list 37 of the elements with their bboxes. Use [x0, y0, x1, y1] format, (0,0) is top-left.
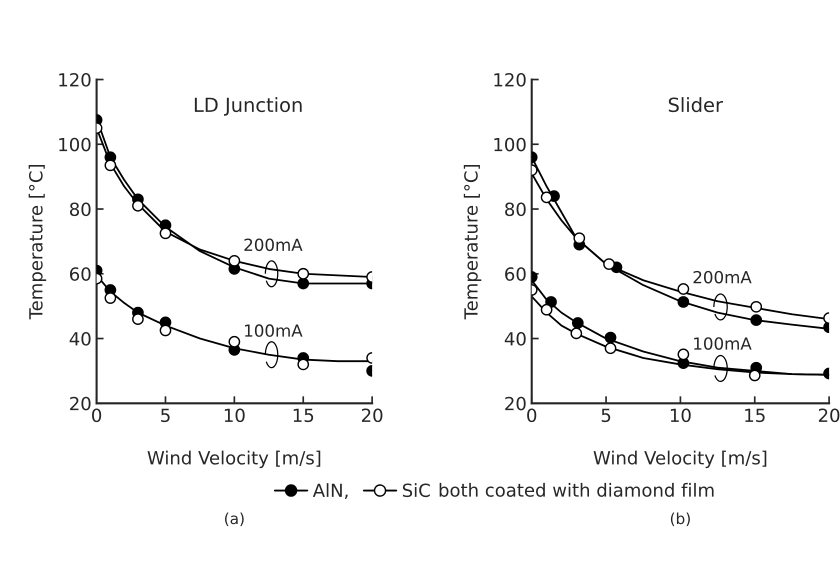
text: LD Junction — [194, 97, 302, 116]
y-tick-label: 100 — [494, 138, 526, 152]
y-tick-label: 60 — [505, 267, 526, 281]
x-tick-label: 20 — [362, 408, 382, 422]
text: (b) — [670, 512, 690, 526]
y-tick-label: 80 — [505, 202, 526, 216]
y-tick-label: 60 — [70, 267, 91, 281]
y-tick-label: 120 — [494, 72, 526, 87]
x-axis-title: Wind Velocity [m/s] — [148, 450, 320, 468]
legend-label: SiC — [402, 483, 430, 498]
x-tick-label: 5 — [602, 408, 610, 422]
x-tick-label: 0 — [92, 408, 102, 422]
x-tick-label: 15 — [294, 408, 314, 422]
text: Slider — [668, 97, 723, 112]
annotation: 200mA — [244, 238, 303, 252]
text: both coated with diamond film — [440, 482, 714, 497]
annotation: 200mA — [694, 270, 752, 284]
y-tick-label: 20 — [70, 396, 91, 410]
y-tick-label: 120 — [59, 72, 91, 87]
text: (a) — [225, 512, 244, 526]
y-axis-title: Temperature [°C] — [28, 165, 46, 320]
y-tick-label: 20 — [505, 396, 526, 410]
x-tick-label: 10 — [224, 408, 245, 422]
annotation: 100mA — [694, 337, 752, 350]
legend-label: AlN, — [312, 483, 348, 499]
x-axis-title: Wind Velocity [m/s] — [594, 450, 766, 468]
x-tick-label: 10 — [670, 408, 691, 422]
y-tick-label: 40 — [70, 332, 91, 346]
y-tick-label: 100 — [59, 138, 91, 152]
x-tick-label: 20 — [818, 408, 840, 422]
annotation: 100mA — [245, 324, 303, 337]
x-tick-label: 15 — [745, 408, 765, 422]
x-tick-label: 5 — [161, 408, 170, 422]
x-tick-label: 0 — [527, 408, 536, 422]
y-tick-label: 40 — [504, 332, 526, 346]
y-tick-label: 80 — [70, 202, 91, 216]
y-axis-title: Temperature [°C] — [464, 165, 482, 320]
